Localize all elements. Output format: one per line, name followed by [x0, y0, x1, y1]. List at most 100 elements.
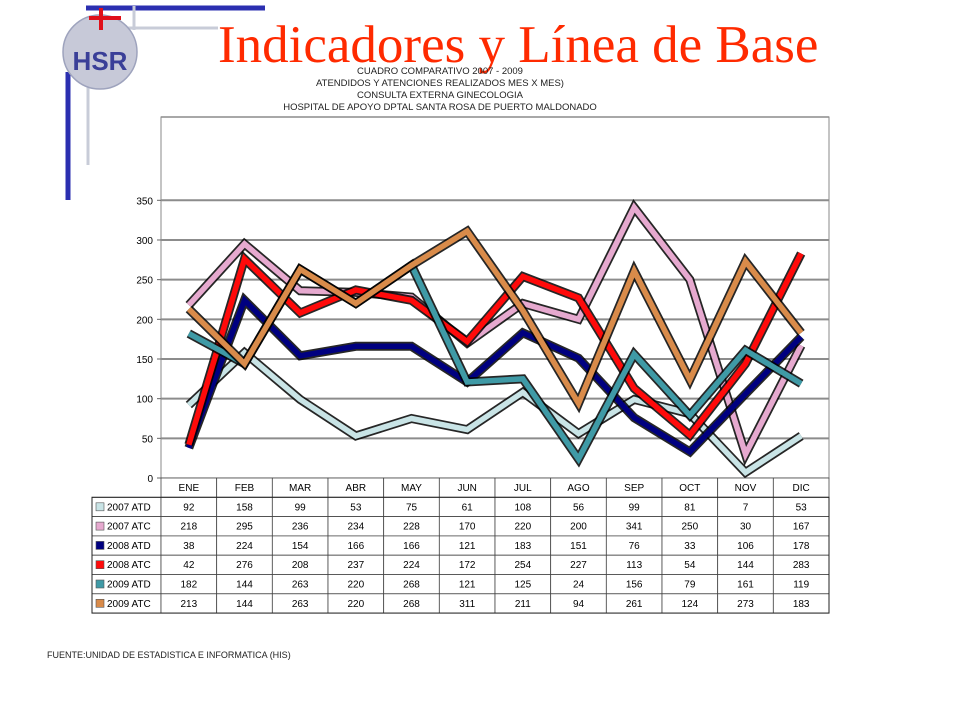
data-label: 121 — [459, 541, 476, 552]
data-label: 236 — [292, 522, 309, 533]
data-label: 200 — [570, 522, 587, 533]
data-table: ENE FEB MAR ABR MAY JUN JUL AGO SEP OCT NOV DIC2007… — [91, 477, 830, 614]
y-tick-label: 200 — [136, 315, 153, 326]
legend-swatch — [95, 598, 105, 608]
data-label: 224 — [236, 541, 253, 552]
data-label: 53 — [350, 502, 362, 513]
data-label: 106 — [737, 541, 754, 552]
data-label: 121 — [459, 580, 476, 591]
y-tick-label: 50 — [142, 434, 154, 445]
data-label: 220 — [347, 580, 364, 591]
data-label: 208 — [292, 560, 309, 571]
data-label: 158 — [236, 502, 253, 513]
x-tick-label: ENE — [179, 483, 200, 494]
data-label: 211 — [515, 599, 531, 610]
x-tick-label: NOV — [735, 483, 757, 494]
data-label: 268 — [403, 580, 420, 591]
logo-letters: HSR — [73, 46, 128, 76]
data-label: 228 — [403, 522, 420, 533]
series-lines — [184, 199, 806, 479]
data-label: 161 — [737, 580, 754, 591]
data-label: 113 — [626, 560, 642, 571]
legend-label: 2009 ATC — [107, 599, 151, 610]
data-label: 218 — [180, 522, 197, 533]
data-label: 94 — [573, 599, 585, 610]
x-tick-label: DIC — [793, 483, 810, 494]
data-label: 144 — [737, 560, 754, 571]
data-label: 61 — [462, 502, 474, 513]
data-label: 53 — [796, 502, 808, 513]
data-label: 227 — [570, 560, 587, 571]
x-tick-label: JUN — [457, 483, 476, 494]
data-label: 311 — [459, 599, 475, 610]
legend-label: 2007 ATC — [107, 522, 151, 533]
legend-swatch — [95, 521, 105, 531]
source-note: FUENTE:UNIDAD DE ESTADISTICA E INFORMATI… — [47, 650, 291, 660]
data-label: 341 — [626, 522, 643, 533]
data-label: 81 — [684, 502, 696, 513]
data-label: 166 — [347, 541, 364, 552]
chart-title-line-1: CUADRO COMPARATIVO 2007 - 2009 — [357, 66, 523, 77]
chart-title-line-4: HOSPITAL DE APOYO DPTAL SANTA ROSA DE PU… — [283, 102, 597, 113]
data-label: 224 — [403, 560, 420, 571]
data-label: 213 — [180, 599, 197, 610]
series-line-2008-atd — [186, 295, 804, 456]
data-label: 76 — [629, 541, 641, 552]
chart-title: CUADRO COMPARATIVO 2007 - 2009 ATENDIDOS… — [160, 66, 720, 114]
data-label: 154 — [292, 541, 309, 552]
data-label: 183 — [793, 599, 810, 610]
data-label: 99 — [629, 502, 641, 513]
x-tick-label: ABR — [346, 483, 367, 494]
data-label: 276 — [236, 560, 253, 571]
data-label: 273 — [737, 599, 754, 610]
legend-swatch — [95, 560, 105, 570]
x-tick-label: AGO — [567, 483, 589, 494]
data-label: 268 — [403, 599, 420, 610]
series-line-2008-atc — [186, 252, 804, 446]
data-label: 56 — [573, 502, 585, 513]
data-label: 261 — [626, 599, 643, 610]
data-label: 75 — [406, 502, 418, 513]
data-label: 237 — [347, 560, 364, 571]
data-label: 166 — [403, 541, 420, 552]
data-label: 24 — [573, 580, 585, 591]
data-label: 178 — [793, 541, 810, 552]
data-label: 124 — [681, 599, 698, 610]
data-label: 151 — [570, 541, 587, 552]
slide-title: Indicadores y Línea de Base — [218, 16, 819, 74]
data-label: 220 — [347, 599, 364, 610]
table-frame — [91, 496, 830, 614]
data-label: 295 — [236, 522, 253, 533]
y-tick-label: 150 — [136, 355, 153, 366]
data-label: 54 — [684, 560, 696, 571]
data-label: 182 — [180, 580, 197, 591]
x-tick-label: JUL — [514, 483, 532, 494]
data-label: 33 — [684, 541, 696, 552]
chart-title-line-2: ATENDIDOS Y ATENCIONES REALIZADOS MES X … — [316, 78, 564, 89]
data-label: 220 — [514, 522, 531, 533]
data-label: 42 — [183, 560, 195, 571]
data-label: 234 — [347, 522, 364, 533]
x-tick-label: FEB — [235, 483, 255, 494]
data-label: 254 — [514, 560, 531, 571]
data-label: 167 — [793, 522, 810, 533]
data-label: 144 — [236, 580, 253, 591]
data-label: 263 — [292, 580, 309, 591]
y-tick-label: 350 — [136, 196, 153, 207]
legend-label: 2008 ATD — [107, 541, 151, 552]
series-line-2009-atc — [186, 227, 804, 410]
data-label: 183 — [514, 541, 531, 552]
legend-label: 2007 ATD — [107, 502, 151, 513]
x-tick-label: MAR — [289, 483, 311, 494]
data-label: 7 — [743, 502, 749, 513]
legend-label: 2009 ATD — [107, 580, 151, 591]
data-label: 30 — [740, 522, 752, 533]
legend-swatch — [95, 502, 105, 512]
legend-swatch — [95, 541, 105, 550]
data-label: 170 — [459, 522, 476, 533]
data-label: 263 — [292, 599, 309, 610]
legend-swatch — [95, 579, 105, 589]
x-tick-label: SEP — [624, 483, 644, 494]
